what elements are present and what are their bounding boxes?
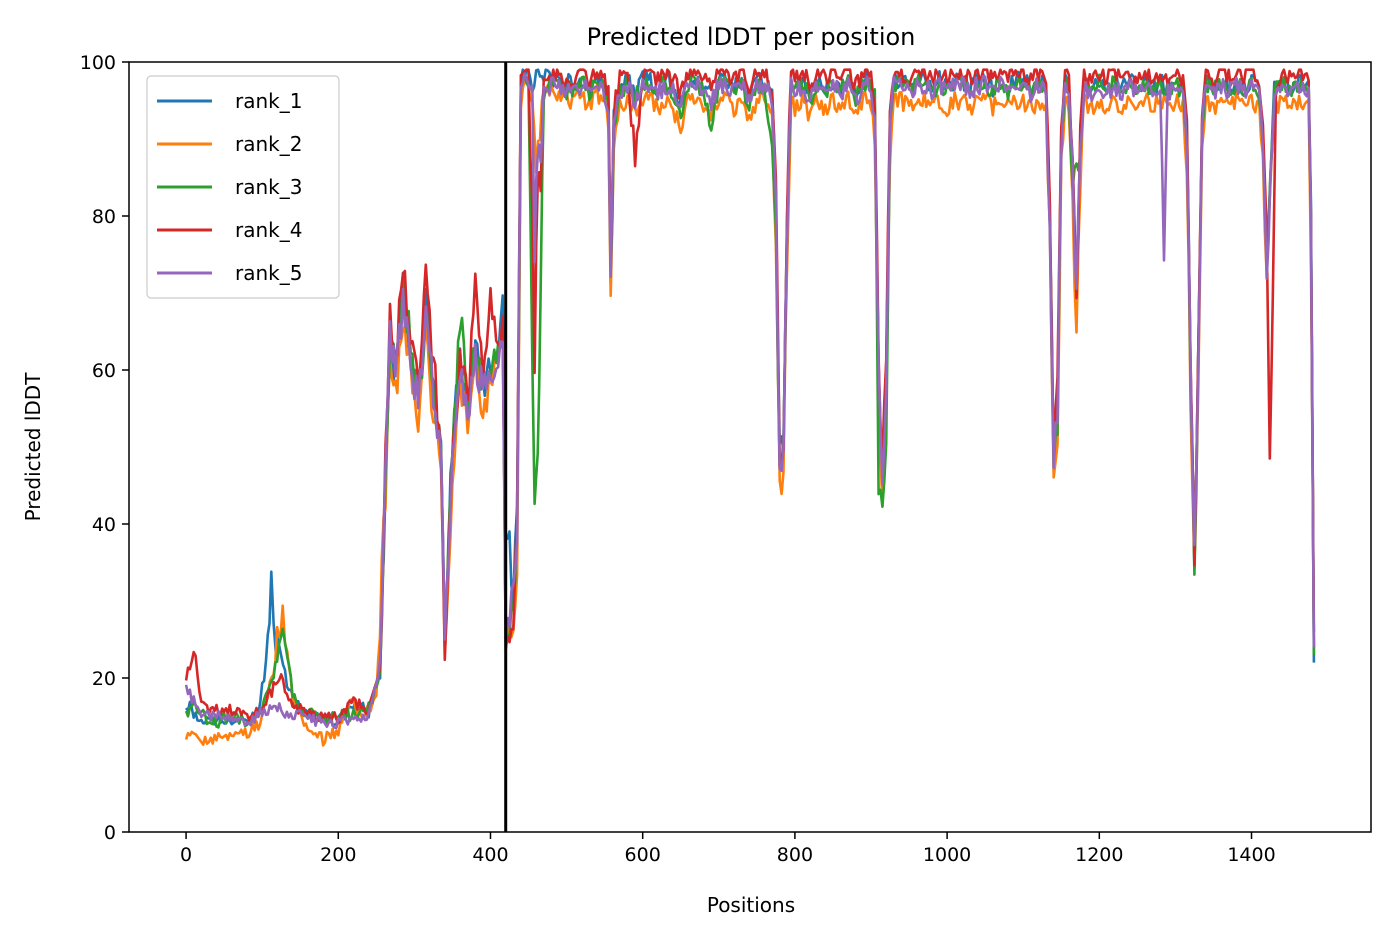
y-axis-label: Predicted lDDT — [21, 372, 45, 522]
y-tick-label: 20 — [92, 668, 116, 690]
x-tick-label: 1400 — [1227, 844, 1275, 866]
x-tick-label: 200 — [320, 844, 356, 866]
chart-title: Predicted lDDT per position — [587, 23, 916, 51]
series-line-rank_5 — [184, 72, 1316, 730]
series-line-rank_2 — [184, 79, 1316, 747]
legend-label-rank_5: rank_5 — [235, 261, 302, 285]
x-axis-ticks: 0 200 400 600 800 1000 1200 1400 — [180, 832, 1276, 866]
series-line-rank_3 — [184, 71, 1316, 729]
x-tick-label: 1200 — [1075, 844, 1123, 866]
series-line-rank_1 — [185, 68, 1316, 727]
plot-area-frame — [128, 61, 1372, 833]
y-tick-label: 40 — [92, 514, 116, 536]
series-lines — [184, 68, 1316, 747]
y-tick-label: 100 — [80, 52, 116, 74]
y-axis-ticks: 0 20 40 60 80 100 — [80, 52, 129, 844]
legend: rank_1 rank_2 rank_3 rank_4 rank_5 — [146, 75, 340, 299]
x-tick-label: 0 — [180, 844, 192, 866]
x-tick-label: 400 — [472, 844, 508, 866]
x-tick-label: 1000 — [923, 844, 971, 866]
x-tick-label: 800 — [777, 844, 813, 866]
legend-label-rank_1: rank_1 — [235, 89, 302, 113]
legend-label-rank_2: rank_2 — [235, 132, 302, 156]
legend-box — [146, 75, 340, 299]
y-tick-label: 0 — [104, 822, 116, 844]
x-axis-label: Positions — [707, 893, 795, 917]
y-tick-label: 80 — [92, 206, 116, 228]
x-tick-label: 600 — [625, 844, 661, 866]
y-tick-label: 60 — [92, 360, 116, 382]
legend-label-rank_3: rank_3 — [235, 175, 302, 199]
series-line-rank_4 — [184, 68, 1316, 725]
legend-label-rank_4: rank_4 — [235, 218, 302, 242]
